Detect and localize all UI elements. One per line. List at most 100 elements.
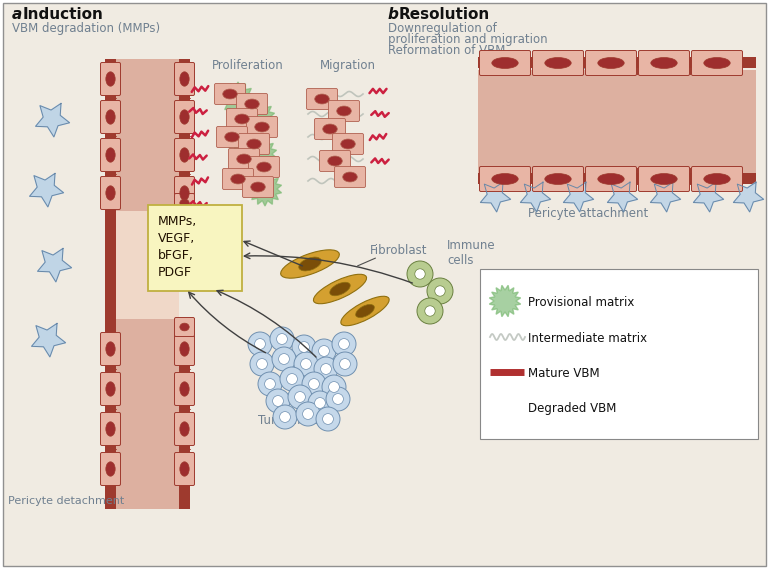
Ellipse shape xyxy=(180,72,189,86)
Polygon shape xyxy=(241,100,275,134)
Bar xyxy=(478,57,756,68)
Polygon shape xyxy=(35,104,70,137)
Text: Proliferation: Proliferation xyxy=(212,59,284,72)
Ellipse shape xyxy=(328,156,342,166)
Circle shape xyxy=(273,405,297,429)
Ellipse shape xyxy=(337,106,351,116)
Ellipse shape xyxy=(180,110,189,124)
Text: Induction: Induction xyxy=(23,7,104,22)
Ellipse shape xyxy=(180,323,189,331)
Ellipse shape xyxy=(180,186,189,200)
Circle shape xyxy=(427,278,453,304)
Circle shape xyxy=(417,298,443,324)
FancyBboxPatch shape xyxy=(335,167,365,188)
FancyBboxPatch shape xyxy=(691,167,743,192)
Circle shape xyxy=(294,352,318,376)
FancyBboxPatch shape xyxy=(242,176,274,197)
Text: Provisional matrix: Provisional matrix xyxy=(528,296,634,309)
Circle shape xyxy=(322,375,346,399)
Polygon shape xyxy=(225,120,258,154)
Ellipse shape xyxy=(251,182,265,192)
FancyBboxPatch shape xyxy=(328,101,359,122)
Circle shape xyxy=(332,332,356,356)
Text: Fibroblast: Fibroblast xyxy=(370,244,428,257)
Circle shape xyxy=(257,358,268,369)
Text: PDGF: PDGF xyxy=(158,266,192,279)
Circle shape xyxy=(278,353,289,364)
Circle shape xyxy=(302,372,326,396)
Ellipse shape xyxy=(343,172,358,182)
Ellipse shape xyxy=(323,124,338,134)
Bar xyxy=(478,70,756,173)
Ellipse shape xyxy=(544,57,571,68)
Ellipse shape xyxy=(106,72,115,86)
Ellipse shape xyxy=(257,162,271,172)
Ellipse shape xyxy=(341,139,355,149)
Circle shape xyxy=(340,358,351,369)
Circle shape xyxy=(315,398,325,409)
Polygon shape xyxy=(608,182,638,212)
Ellipse shape xyxy=(180,382,189,396)
Text: a: a xyxy=(12,7,22,22)
Circle shape xyxy=(414,269,425,279)
Circle shape xyxy=(318,345,329,356)
Ellipse shape xyxy=(355,304,375,318)
Ellipse shape xyxy=(704,174,731,184)
Circle shape xyxy=(328,382,339,393)
Circle shape xyxy=(314,357,338,381)
Ellipse shape xyxy=(180,342,189,356)
Polygon shape xyxy=(29,174,64,207)
Circle shape xyxy=(266,389,290,413)
Polygon shape xyxy=(694,182,724,212)
FancyBboxPatch shape xyxy=(307,89,338,109)
Polygon shape xyxy=(248,172,281,206)
Polygon shape xyxy=(231,157,265,191)
Circle shape xyxy=(272,347,296,371)
Ellipse shape xyxy=(298,257,321,271)
Ellipse shape xyxy=(255,122,269,132)
Ellipse shape xyxy=(492,174,518,184)
FancyBboxPatch shape xyxy=(691,51,743,76)
Polygon shape xyxy=(564,182,594,212)
FancyBboxPatch shape xyxy=(332,134,364,155)
FancyBboxPatch shape xyxy=(227,109,258,130)
Ellipse shape xyxy=(492,57,518,68)
FancyBboxPatch shape xyxy=(101,63,121,96)
FancyBboxPatch shape xyxy=(248,156,279,178)
Polygon shape xyxy=(734,182,764,212)
Ellipse shape xyxy=(341,296,389,325)
Bar xyxy=(179,59,190,509)
FancyBboxPatch shape xyxy=(148,205,242,291)
FancyBboxPatch shape xyxy=(101,176,121,209)
Bar xyxy=(478,173,756,184)
Circle shape xyxy=(258,372,282,396)
Ellipse shape xyxy=(314,274,367,304)
FancyBboxPatch shape xyxy=(175,193,195,212)
Ellipse shape xyxy=(598,174,624,184)
Circle shape xyxy=(308,391,332,415)
FancyBboxPatch shape xyxy=(638,51,690,76)
FancyBboxPatch shape xyxy=(175,101,195,134)
Polygon shape xyxy=(481,182,511,212)
FancyBboxPatch shape xyxy=(237,93,268,114)
Text: bFGF,: bFGF, xyxy=(158,249,194,262)
Text: Intermediate matrix: Intermediate matrix xyxy=(528,332,647,345)
Circle shape xyxy=(308,378,319,389)
Circle shape xyxy=(424,306,435,316)
Circle shape xyxy=(298,341,309,352)
Ellipse shape xyxy=(106,110,115,124)
FancyBboxPatch shape xyxy=(175,176,195,209)
FancyBboxPatch shape xyxy=(319,150,351,171)
FancyBboxPatch shape xyxy=(101,413,121,446)
Text: VBM assembly: VBM assembly xyxy=(502,57,588,70)
Circle shape xyxy=(301,358,311,369)
Text: proliferation and migration: proliferation and migration xyxy=(388,33,548,46)
Text: Pericyte detachment: Pericyte detachment xyxy=(8,496,125,506)
Text: Reformation of VBM: Reformation of VBM xyxy=(388,44,505,57)
Ellipse shape xyxy=(704,57,731,68)
Ellipse shape xyxy=(225,132,239,142)
FancyBboxPatch shape xyxy=(228,149,259,170)
Circle shape xyxy=(302,409,314,419)
Ellipse shape xyxy=(598,57,624,68)
Circle shape xyxy=(316,407,340,431)
